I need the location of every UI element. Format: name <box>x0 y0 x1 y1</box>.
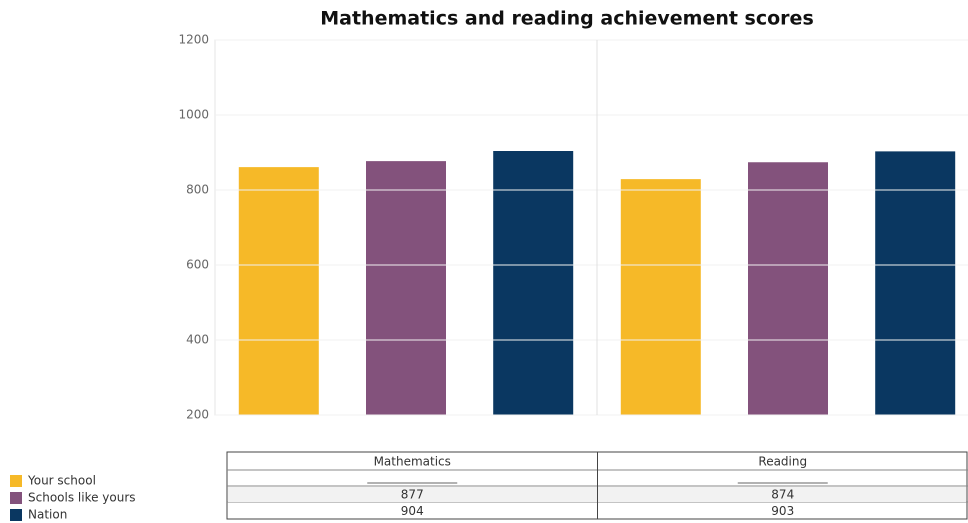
bar <box>493 151 574 415</box>
plot-border <box>214 39 968 416</box>
table-value: 903 <box>771 504 794 518</box>
y-tick-label: 400 <box>186 333 209 347</box>
legend-label: Nation <box>28 508 67 522</box>
bar <box>875 151 956 415</box>
plot-area <box>238 151 956 415</box>
table-value: 877 <box>401 488 424 502</box>
legend-swatch <box>10 509 22 521</box>
y-tick-label: 800 <box>186 183 209 197</box>
legend-label: Schools like yours <box>28 491 136 505</box>
table-header: Mathematics <box>374 455 451 469</box>
bar <box>238 167 319 415</box>
legend-label: Your school <box>27 474 96 488</box>
legend-swatch <box>10 492 22 504</box>
y-tick-label: 1000 <box>178 108 209 122</box>
table-value: 874 <box>771 488 794 502</box>
y-tick-label: 200 <box>186 408 209 422</box>
table-header: Reading <box>758 455 807 469</box>
bar <box>366 161 446 415</box>
y-tick-label: 1200 <box>178 33 209 47</box>
y-tick-label: 600 <box>186 258 209 272</box>
bar <box>620 179 701 415</box>
chart-title: Mathematics and reading achievement scor… <box>320 8 814 30</box>
legend-swatch <box>10 475 22 487</box>
table-value: 904 <box>401 504 424 518</box>
bar <box>748 162 828 415</box>
